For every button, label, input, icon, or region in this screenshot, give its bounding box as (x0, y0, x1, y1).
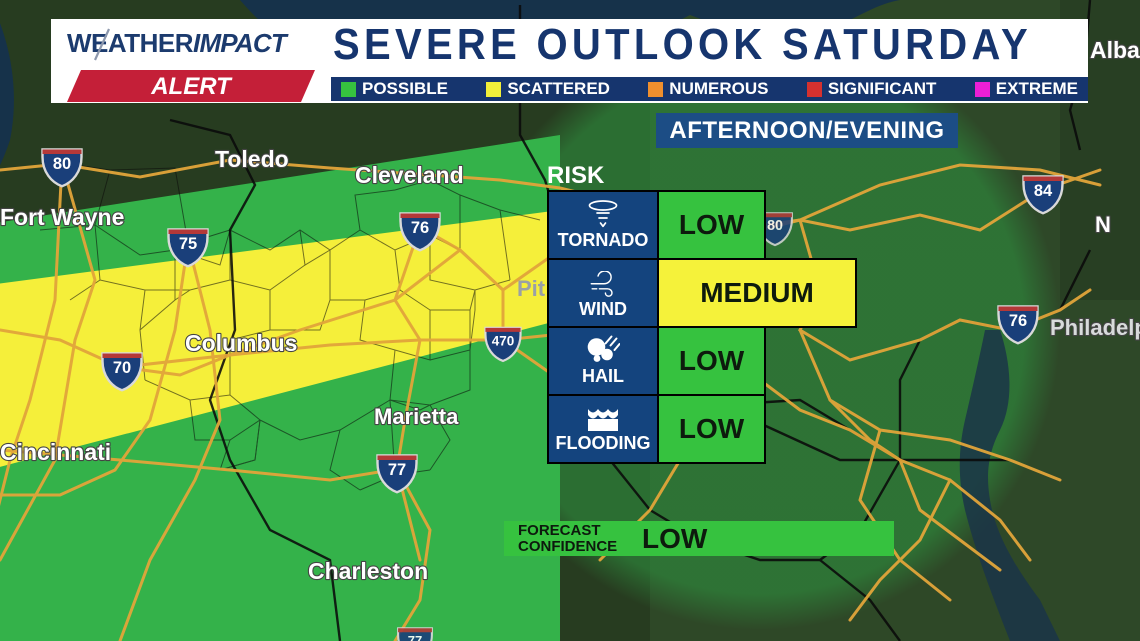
svg-text:76: 76 (1009, 312, 1027, 330)
svg-text:Toledo: Toledo (215, 146, 289, 172)
svg-text:Philadelp: Philadelp (1050, 315, 1140, 340)
svg-text:77: 77 (408, 633, 422, 641)
svg-text:75: 75 (179, 235, 197, 253)
svg-text:Columbus: Columbus (185, 330, 297, 356)
svg-text:ALERT: ALERT (150, 73, 233, 100)
svg-text:Charleston: Charleston (308, 558, 428, 584)
svg-text:Cincinnati: Cincinnati (0, 439, 111, 465)
svg-text:80: 80 (53, 155, 71, 173)
svg-text:77: 77 (388, 461, 406, 479)
svg-text:Cleveland: Cleveland (355, 162, 464, 188)
svg-text:Marietta: Marietta (374, 404, 459, 429)
svg-text:84: 84 (1034, 182, 1053, 200)
svg-text:70: 70 (113, 359, 131, 377)
svg-text:76: 76 (411, 219, 429, 237)
svg-text:Fort Wayne: Fort Wayne (0, 204, 124, 230)
svg-text:Pit: Pit (517, 276, 546, 301)
svg-text:WEATHERIMPACT: WEATHERIMPACT (67, 28, 289, 58)
svg-text:470: 470 (492, 333, 515, 348)
svg-text:N: N (1095, 212, 1111, 237)
